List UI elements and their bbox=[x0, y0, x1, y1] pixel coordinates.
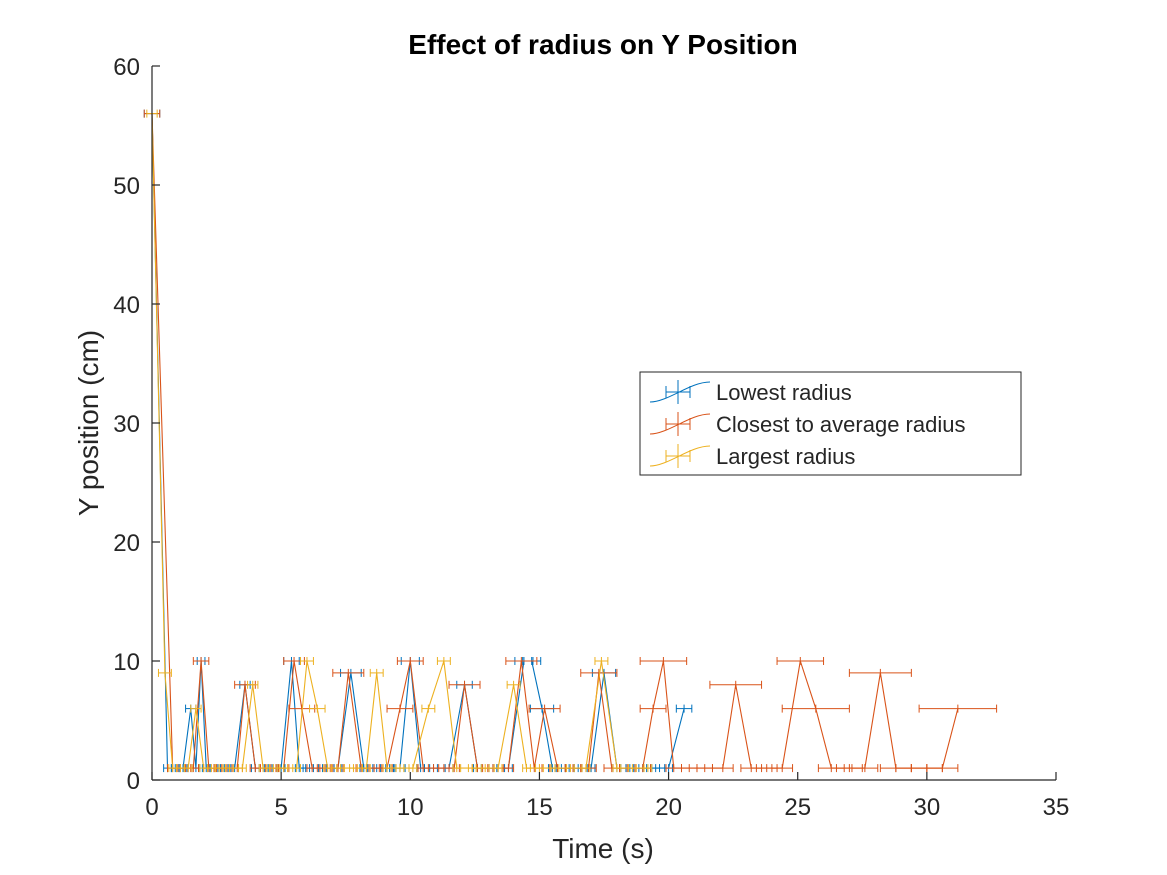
error-bar bbox=[566, 764, 575, 773]
error-bar bbox=[192, 657, 210, 665]
legend-items: Lowest radius Closest to average radius La… bbox=[649, 380, 965, 469]
x-tick-label: 0 bbox=[145, 794, 158, 821]
legend-box bbox=[639, 371, 1022, 476]
error-bar bbox=[628, 764, 637, 773]
error-bar bbox=[505, 657, 538, 665]
error-bar bbox=[926, 764, 959, 773]
error-bar bbox=[480, 764, 490, 773]
error-bar bbox=[448, 680, 481, 689]
error-bar bbox=[581, 764, 591, 773]
error-bar bbox=[851, 764, 879, 773]
error-bar bbox=[918, 704, 998, 713]
error-bar bbox=[502, 764, 515, 773]
error-bar bbox=[300, 657, 314, 665]
error-bar bbox=[612, 764, 622, 773]
error-bar bbox=[535, 764, 544, 773]
error-bar bbox=[408, 764, 418, 773]
legend[interactable]: Lowest radius Closest to average radius La… bbox=[639, 371, 1022, 476]
error-bar bbox=[639, 704, 667, 713]
x-tick-label: 25 bbox=[784, 794, 811, 821]
x-axis-label: Time (s) bbox=[552, 833, 654, 864]
x-tick-label: 15 bbox=[526, 794, 553, 821]
legend-entry: Lowest radius bbox=[649, 380, 852, 405]
error-bar bbox=[781, 704, 850, 713]
error-bar bbox=[528, 704, 561, 713]
legend-label: Closest to average radius bbox=[716, 412, 965, 437]
y-tick-label: 30 bbox=[113, 411, 140, 438]
legend-label: Lowest radius bbox=[716, 380, 852, 405]
error-bar bbox=[580, 668, 618, 677]
error-bar bbox=[292, 764, 302, 773]
y-axis-label: Y position (cm) bbox=[73, 330, 104, 516]
error-bar bbox=[421, 704, 436, 713]
legend-entry: Largest radius bbox=[649, 444, 855, 469]
x-tick-label: 20 bbox=[655, 794, 682, 821]
error-bar bbox=[382, 764, 392, 773]
error-bar bbox=[190, 704, 202, 713]
y-tick-label: 50 bbox=[113, 173, 140, 200]
y-tick-label: 20 bbox=[113, 530, 140, 557]
error-bar bbox=[493, 764, 503, 773]
x-tick-label: 30 bbox=[914, 794, 941, 821]
y-tick-label: 0 bbox=[127, 768, 140, 795]
error-bar bbox=[467, 764, 477, 773]
error-bar bbox=[349, 764, 358, 773]
legend-entry: Closest to average radius bbox=[649, 412, 965, 437]
series-group bbox=[146, 109, 653, 773]
error-bar bbox=[709, 680, 763, 689]
error-bar bbox=[332, 668, 365, 677]
error-bar bbox=[452, 764, 462, 773]
error-bar bbox=[247, 680, 259, 689]
error-bar bbox=[309, 704, 326, 713]
error-bar bbox=[594, 657, 609, 665]
error-bar bbox=[386, 704, 414, 713]
legend-label: Largest radius bbox=[716, 444, 855, 469]
error-bar bbox=[776, 657, 825, 665]
error-bar bbox=[269, 764, 278, 773]
error-bar bbox=[771, 764, 794, 773]
y-tick-label: 10 bbox=[113, 649, 140, 676]
error-bar bbox=[675, 704, 693, 713]
error-bar bbox=[258, 764, 268, 773]
error-bar bbox=[506, 680, 521, 689]
series-layer bbox=[143, 109, 998, 773]
ticks-layer: 0 5 10 15 20 25 30 35 0 10 20 30 40 50 60 bbox=[113, 54, 1069, 821]
x-tick-label: 10 bbox=[397, 794, 424, 821]
y-tick-label: 40 bbox=[113, 292, 140, 319]
error-bar bbox=[436, 657, 451, 665]
error-bar bbox=[395, 764, 405, 773]
error-bar bbox=[183, 764, 193, 773]
error-bar bbox=[711, 764, 734, 773]
error-bar bbox=[643, 764, 653, 773]
error-bar bbox=[323, 764, 333, 773]
error-bar bbox=[522, 764, 531, 773]
error-bar bbox=[362, 764, 371, 773]
error-bar bbox=[336, 764, 345, 773]
error-bar bbox=[848, 668, 912, 677]
x-tick-label: 35 bbox=[1043, 794, 1070, 821]
x-tick-label: 5 bbox=[274, 794, 287, 821]
chart-title: Effect of radius on Y Position bbox=[408, 29, 797, 60]
error-bar bbox=[396, 657, 424, 665]
error-bar bbox=[639, 657, 688, 665]
error-bar bbox=[433, 764, 445, 773]
error-bar bbox=[214, 764, 224, 773]
error-bar bbox=[369, 668, 384, 677]
error-bar bbox=[157, 668, 172, 677]
y-tick-label: 60 bbox=[113, 54, 140, 81]
error-bar bbox=[306, 764, 318, 773]
error-bar bbox=[550, 764, 560, 773]
error-bar bbox=[279, 764, 289, 773]
error-bar bbox=[225, 764, 234, 773]
error-bar bbox=[238, 764, 247, 773]
error-bar bbox=[417, 764, 429, 773]
plot-area: 0 5 10 15 20 25 30 35 0 10 20 30 40 50 60 bbox=[113, 54, 1069, 821]
